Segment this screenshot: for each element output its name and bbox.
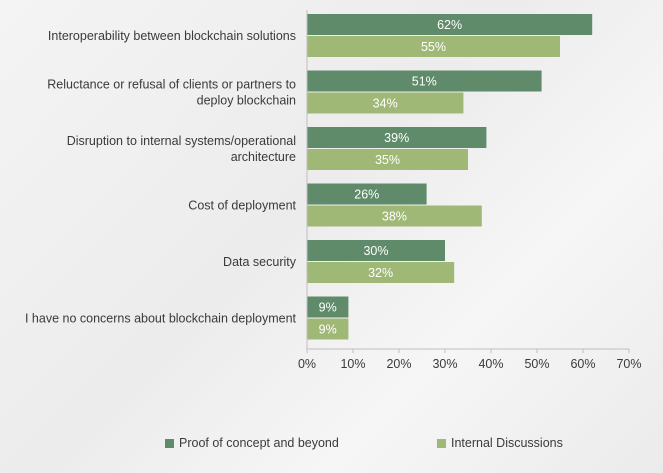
x-tick-label-7: 70% [616,357,641,371]
x-tick-label-4: 40% [478,357,503,371]
x-tick-label-6: 60% [570,357,595,371]
x-tick-label-1: 10% [340,357,365,371]
data-label-internal-discussions-3: 38% [382,210,407,224]
data-label-internal-discussions-2: 35% [375,153,400,167]
bar-internal-discussions-5 [307,318,349,340]
x-tick-label-3: 30% [432,357,457,371]
legend: Proof of concept and beyond Internal Dis… [0,436,663,456]
bar-proof-of-concept-and-beyond-4 [307,240,445,261]
bar-internal-discussions-4 [307,262,455,283]
category-label-0: Interoperability between blockchain solu… [48,29,296,43]
data-label-internal-discussions-1: 34% [373,97,398,111]
data-label-proof-of-concept-and-beyond-4: 30% [363,244,388,258]
data-label-proof-of-concept-and-beyond-3: 26% [354,188,379,202]
bar-proof-of-concept-and-beyond-2 [307,127,487,148]
legend-item-internal-discussions: Internal Discussions [437,436,563,450]
data-label-proof-of-concept-and-beyond-2: 39% [384,131,409,145]
bar-proof-of-concept-and-beyond-0 [307,14,593,35]
data-label-proof-of-concept-and-beyond-1: 51% [412,75,437,89]
bar-internal-discussions-1 [307,92,464,114]
x-tick-label-5: 50% [524,357,549,371]
category-label-1-line-0: Reluctance or refusal of clients or part… [47,78,296,92]
data-label-proof-of-concept-and-beyond-0: 62% [437,18,462,32]
data-label-internal-discussions-5: 9% [319,323,337,337]
x-tick-label-2: 20% [386,357,411,371]
legend-item-proof-of-concept: Proof of concept and beyond [165,436,339,450]
category-label-3: Cost of deployment [188,199,296,213]
category-label-4: Data security [223,255,297,269]
legend-label-internal-discussions: Internal Discussions [451,436,563,450]
legend-swatch-internal-discussions [437,438,446,448]
data-label-proof-of-concept-and-beyond-5: 9% [319,301,337,315]
category-label-2-line-1: architecture [231,150,296,164]
data-label-internal-discussions-0: 55% [421,40,446,54]
data-label-internal-discussions-4: 32% [368,266,393,280]
bar-proof-of-concept-and-beyond-1 [307,70,542,92]
bar-proof-of-concept-and-beyond-5 [307,296,349,318]
category-label-5: I have no concerns about blockchain depl… [25,312,297,326]
legend-label-proof-of-concept: Proof of concept and beyond [179,436,339,450]
bar-internal-discussions-0 [307,36,560,57]
category-label-2-line-0: Disruption to internal systems/operation… [67,134,296,148]
category-label-1-line-1: deploy blockchain [197,94,296,108]
x-tick-label-0: 0% [298,357,316,371]
bar-internal-discussions-2 [307,149,468,170]
bar-proof-of-concept-and-beyond-3 [307,183,427,205]
bar-internal-discussions-3 [307,205,482,227]
legend-swatch-proof-of-concept [165,438,174,448]
